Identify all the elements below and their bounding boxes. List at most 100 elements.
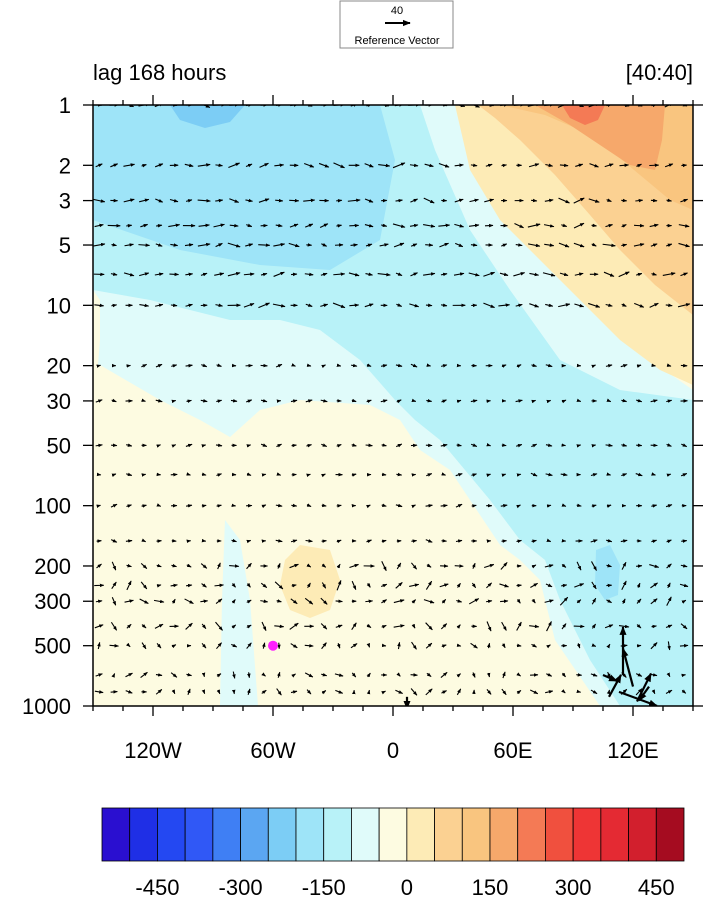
wind-vector	[332, 302, 346, 309]
wind-vector	[229, 564, 240, 568]
wind-vector	[471, 504, 477, 508]
wind-vector	[513, 272, 526, 277]
wind-vector	[364, 198, 374, 203]
wind-vector	[453, 272, 465, 276]
wind-vector	[486, 642, 491, 649]
wind-vector	[333, 272, 346, 276]
wind-vector	[666, 596, 672, 606]
wind-vector	[471, 582, 477, 589]
wind-vector	[215, 598, 223, 604]
wind-vector	[321, 563, 327, 568]
wind-vector	[306, 563, 312, 568]
wind-vector	[184, 163, 194, 168]
wind-vector	[529, 624, 540, 629]
wind-vector	[499, 272, 509, 277]
wind-vector	[366, 504, 371, 509]
wind-vector	[425, 580, 433, 590]
y-axis: 1 2 3 5 10 20 30 50 100 200 300 500 1000	[22, 93, 703, 719]
wind-vector	[275, 198, 284, 203]
wind-vector	[606, 643, 611, 649]
wind-vector	[591, 444, 597, 448]
wind-vector	[155, 689, 163, 695]
wind-vector	[666, 539, 672, 544]
wind-vector	[636, 364, 642, 368]
wind-vector	[349, 303, 360, 308]
wind-vector	[291, 503, 298, 508]
wind-vector	[546, 644, 551, 649]
wind-vector	[678, 224, 690, 228]
wind-vector	[276, 472, 282, 476]
wind-vector	[321, 690, 327, 695]
wind-vector	[546, 399, 552, 404]
wind-vector	[544, 243, 555, 247]
wind-vector	[246, 583, 251, 588]
wind-vector	[125, 690, 133, 694]
wind-vector	[561, 223, 568, 228]
wind-vector	[303, 162, 315, 168]
wind-vector	[411, 398, 417, 402]
wind-vector	[290, 690, 298, 694]
wind-vector	[439, 242, 449, 248]
wind-vector	[559, 272, 569, 277]
wind-vector	[621, 473, 628, 477]
wind-vector	[456, 399, 462, 404]
wind-vector	[156, 643, 162, 649]
wind-vector	[216, 642, 222, 650]
wind-vector	[110, 163, 119, 168]
wind-vector	[666, 399, 673, 403]
wind-vector	[245, 163, 253, 168]
wind-vector	[662, 272, 676, 277]
wind-vector	[606, 538, 613, 543]
wind-vector	[543, 224, 555, 228]
wind-vector	[409, 223, 419, 228]
wind-vector	[531, 643, 537, 648]
wind-vector	[125, 539, 133, 543]
wind-vector	[395, 689, 404, 695]
wind-vector	[186, 563, 192, 568]
wind-vector	[321, 582, 327, 589]
wind-vector	[501, 364, 507, 368]
wind-vector	[635, 272, 643, 277]
wind-vector	[621, 303, 627, 307]
wind-vector	[246, 444, 252, 448]
wind-vector	[666, 672, 671, 678]
wind-vector	[605, 443, 613, 448]
title-right: [40:40]	[626, 60, 693, 85]
wind-vector	[306, 444, 312, 448]
wind-vector	[621, 561, 627, 570]
wind-vector	[666, 473, 672, 477]
colorbar-swatch	[267, 807, 297, 862]
wind-vector	[621, 443, 628, 447]
wind-vector	[185, 363, 193, 368]
wind-vector	[486, 688, 492, 695]
colorbar-swatch	[240, 807, 269, 862]
wind-vector	[185, 303, 193, 308]
colorbar-swatch	[212, 807, 241, 862]
wind-vector	[215, 303, 223, 307]
wind-vector	[319, 223, 329, 228]
wind-vector	[126, 443, 133, 447]
wind-vector	[471, 672, 476, 678]
wind-vector	[258, 243, 271, 247]
wind-vector	[441, 690, 447, 694]
wind-vector	[198, 223, 210, 228]
colorbar-swatch	[295, 807, 325, 862]
wind-vector	[381, 690, 386, 695]
wind-vector	[126, 580, 132, 591]
y-tick-label: 200	[34, 554, 71, 579]
wind-vector	[381, 472, 387, 477]
colorbar-swatch	[406, 807, 435, 862]
wind-vector	[440, 671, 448, 678]
wind-vector	[141, 538, 147, 543]
wind-vector	[246, 399, 253, 403]
wind-vector	[170, 583, 178, 588]
wind-vector	[470, 243, 478, 247]
wind-vector	[425, 642, 433, 649]
wind-vector	[243, 272, 255, 276]
wind-vector	[335, 624, 343, 629]
colorbar-swatch	[600, 807, 629, 862]
wind-vector	[303, 198, 316, 203]
wind-vector	[527, 105, 541, 107]
wind-vector	[124, 243, 134, 247]
wind-vector	[651, 624, 657, 629]
